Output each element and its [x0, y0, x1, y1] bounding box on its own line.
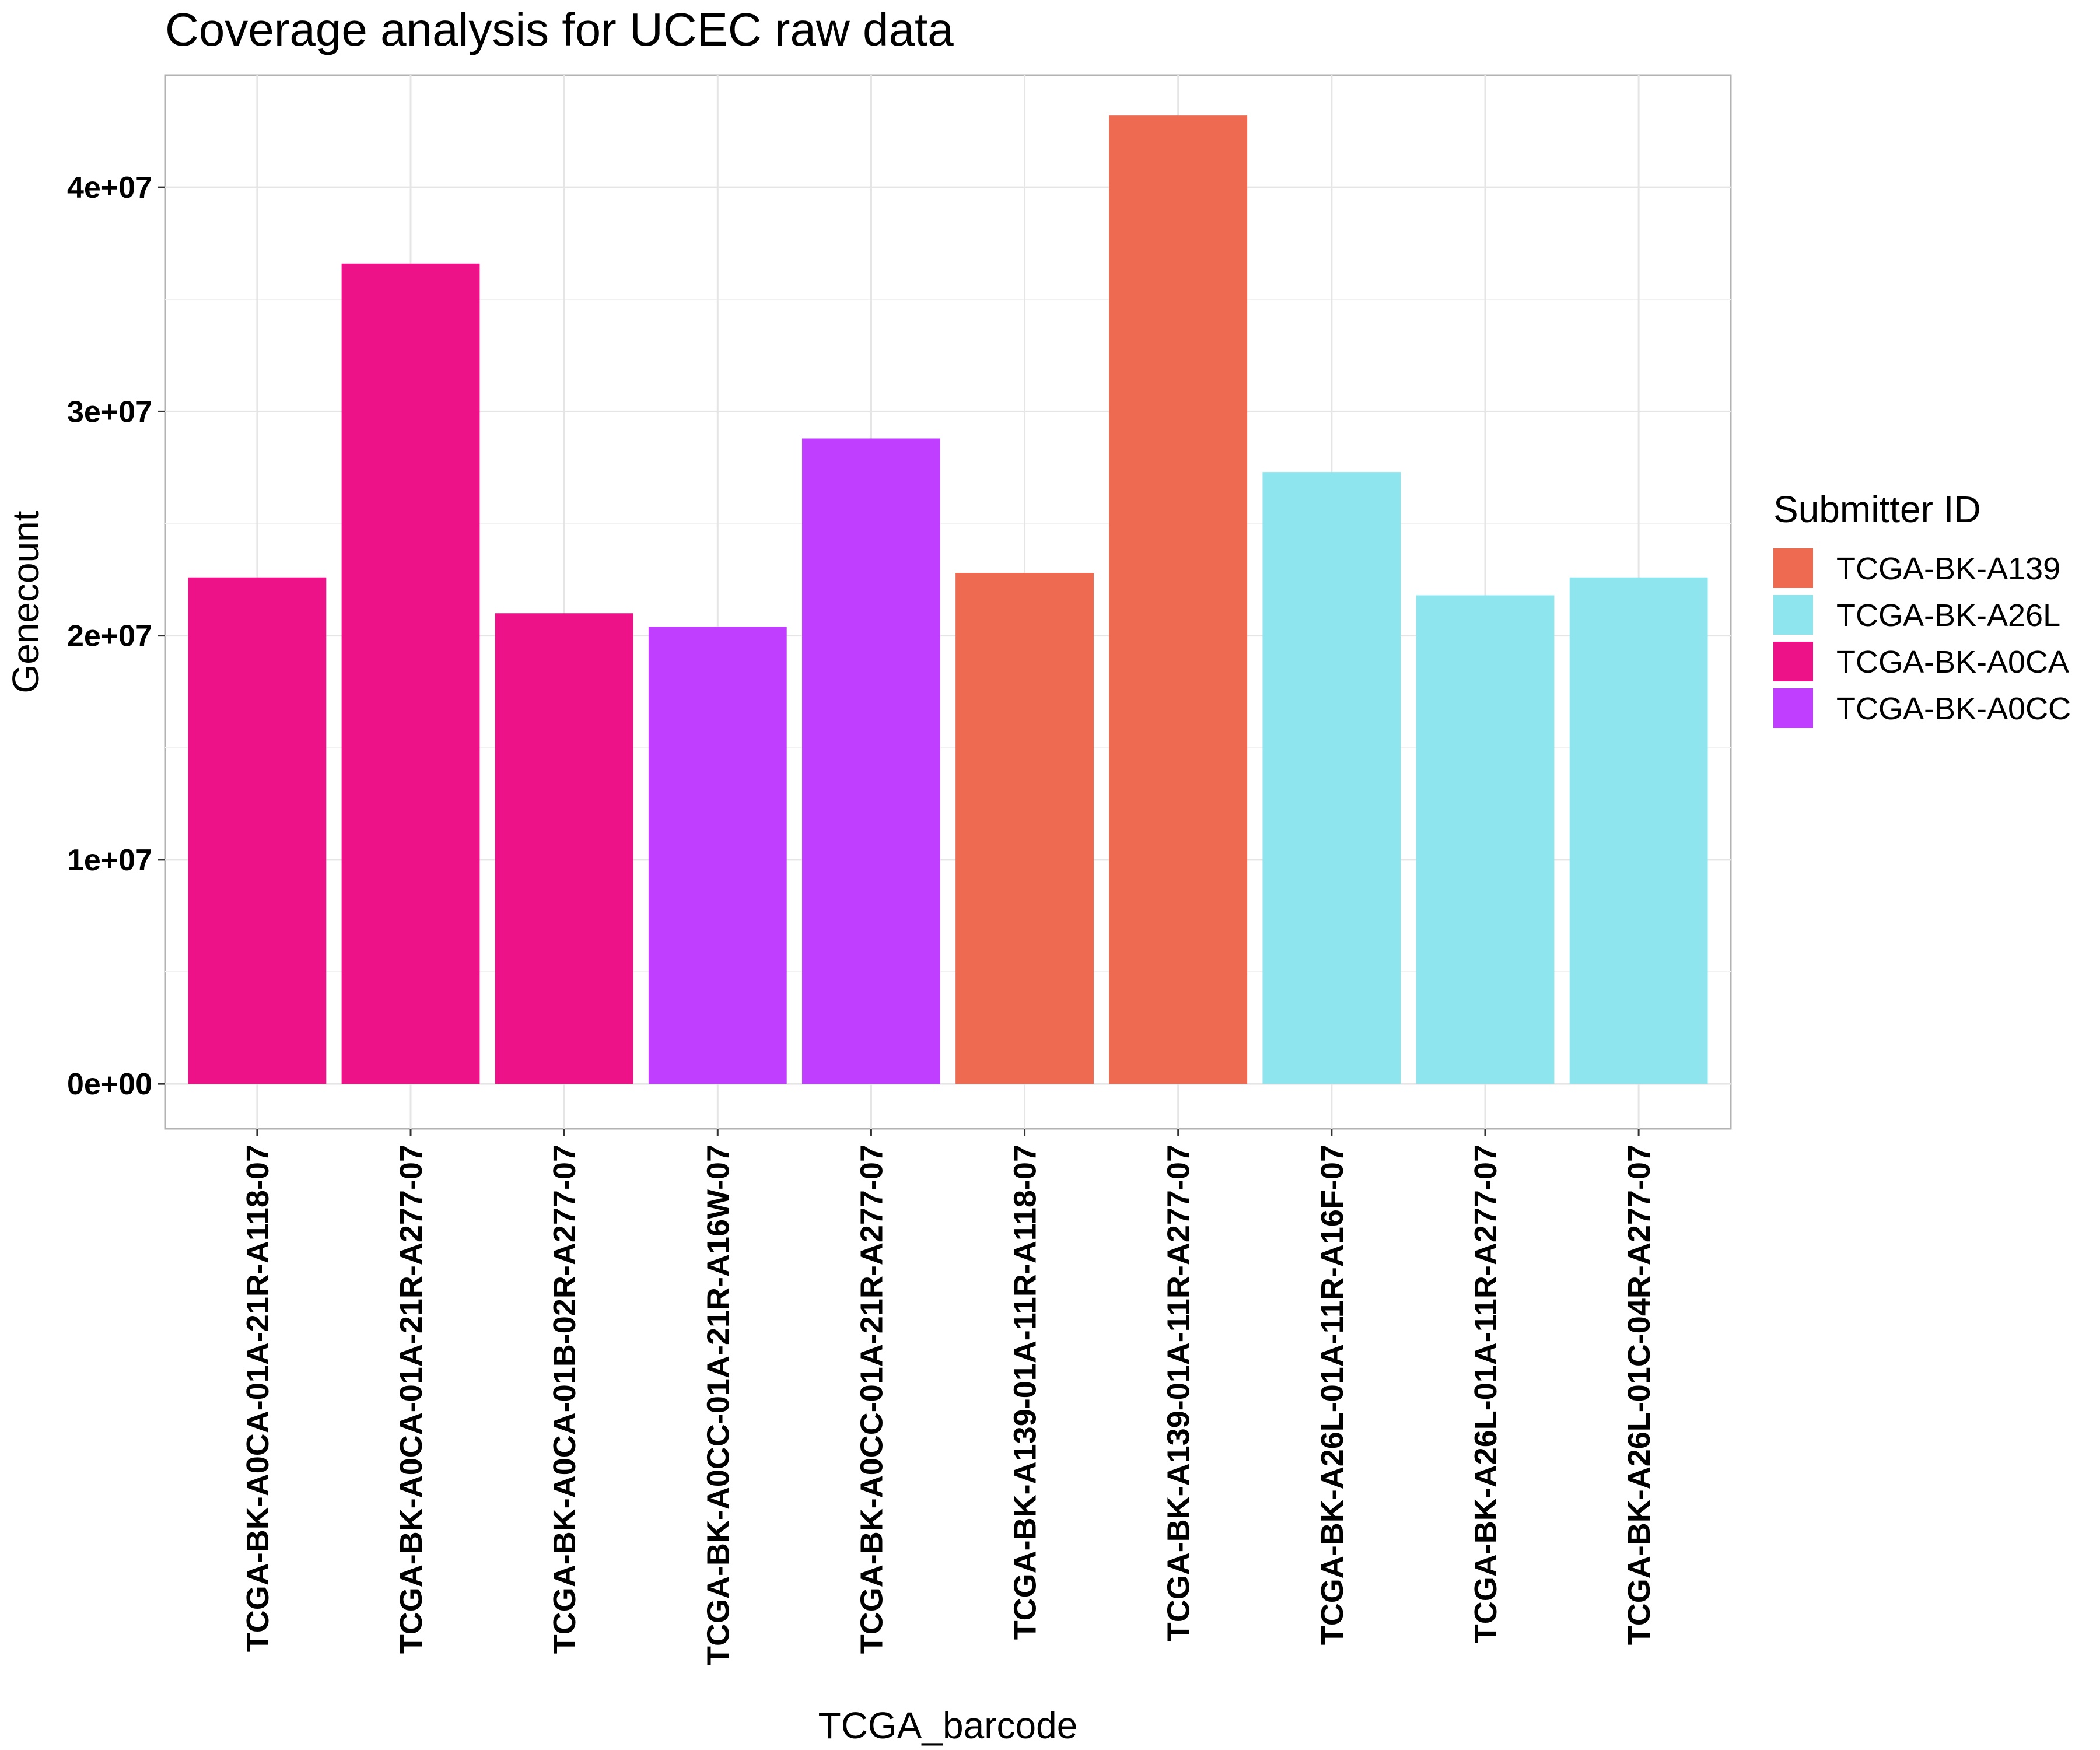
bar-TCGA-BK-A0CA-01B-02R-A277-07	[495, 613, 634, 1084]
legend-key-TCGA-BK-A139	[1773, 548, 1813, 588]
x-tick-label: TCGA-BK-A0CA-01A-21R-A277-07	[394, 1144, 429, 1654]
x-axis-title: TCGA_barcode	[818, 1704, 1078, 1746]
legend-label-TCGA-BK-A0CA: TCGA-BK-A0CA	[1836, 645, 2069, 680]
bar-TCGA-BK-A26L-01C-04R-A277-07	[1569, 577, 1708, 1084]
x-tick-label: TCGA-BK-A0CC-01A-21R-A277-07	[854, 1144, 889, 1654]
x-axis-ticks: TCGA-BK-A0CA-01A-21R-A118-07 TCGA-BK-A0CA…	[240, 1129, 1657, 1665]
bars	[188, 116, 1708, 1084]
legend-key-TCGA-BK-A26L	[1773, 595, 1813, 635]
bar-TCGA-BK-A0CC-01A-21R-A277-07	[802, 438, 940, 1084]
legend: Submitter ID TCGA-BK-A139 TCGA-BK-A26L TCG…	[1773, 488, 2071, 728]
y-tick-label: 1e+07	[67, 844, 152, 877]
x-tick-label: TCGA-BK-A0CC-01A-21R-A16W-07	[701, 1144, 736, 1665]
x-tick-label: TCGA-BK-A0CA-01A-21R-A118-07	[240, 1144, 275, 1652]
y-axis-title: Genecount	[5, 510, 47, 693]
bar-TCGA-BK-A0CA-01A-21R-A277-07	[341, 263, 480, 1084]
legend-key-TCGA-BK-A0CA	[1773, 642, 1813, 681]
bar-TCGA-BK-A139-01A-11R-A118-07	[956, 573, 1094, 1084]
x-tick-label: TCGA-BK-A26L-01A-11R-A277-07	[1468, 1144, 1503, 1643]
bar-TCGA-BK-A0CC-01A-21R-A16W-07	[648, 626, 787, 1084]
legend-label-TCGA-BK-A26L: TCGA-BK-A26L	[1836, 598, 2060, 633]
chart-title: Coverage analysis for UCEC raw data	[165, 4, 954, 55]
y-tick-label: 0e+00	[67, 1068, 152, 1101]
bar-TCGA-BK-A0CA-01A-21R-A118-07	[188, 577, 327, 1084]
legend-label-TCGA-BK-A0CC: TCGA-BK-A0CC	[1836, 691, 2071, 726]
bar-TCGA-BK-A139-01A-11R-A277-07	[1109, 116, 1248, 1084]
x-tick-label: TCGA-BK-A26L-01A-11R-A16F-07	[1315, 1144, 1350, 1645]
x-tick-label: TCGA-BK-A139-01A-11R-A277-07	[1161, 1144, 1196, 1642]
legend-label-TCGA-BK-A139: TCGA-BK-A139	[1836, 551, 2060, 586]
y-tick-label: 3e+07	[67, 395, 152, 429]
x-tick-label: TCGA-BK-A139-01A-11R-A118-07	[1008, 1144, 1043, 1640]
legend-key-TCGA-BK-A0CC	[1773, 688, 1813, 728]
x-tick-label: TCGA-BK-A0CA-01B-02R-A277-07	[547, 1144, 582, 1654]
y-tick-label: 4e+07	[67, 171, 152, 205]
legend-title: Submitter ID	[1773, 488, 1981, 530]
bar-TCGA-BK-A26L-01A-11R-A16F-07	[1262, 472, 1401, 1084]
x-tick-label: TCGA-BK-A26L-01C-04R-A277-07	[1622, 1144, 1657, 1645]
y-axis-ticks: 0e+00 1e+07 2e+07 3e+07 4e+07	[67, 171, 165, 1101]
bar-TCGA-BK-A26L-01A-11R-A277-07	[1416, 595, 1555, 1084]
y-tick-label: 2e+07	[67, 620, 152, 653]
